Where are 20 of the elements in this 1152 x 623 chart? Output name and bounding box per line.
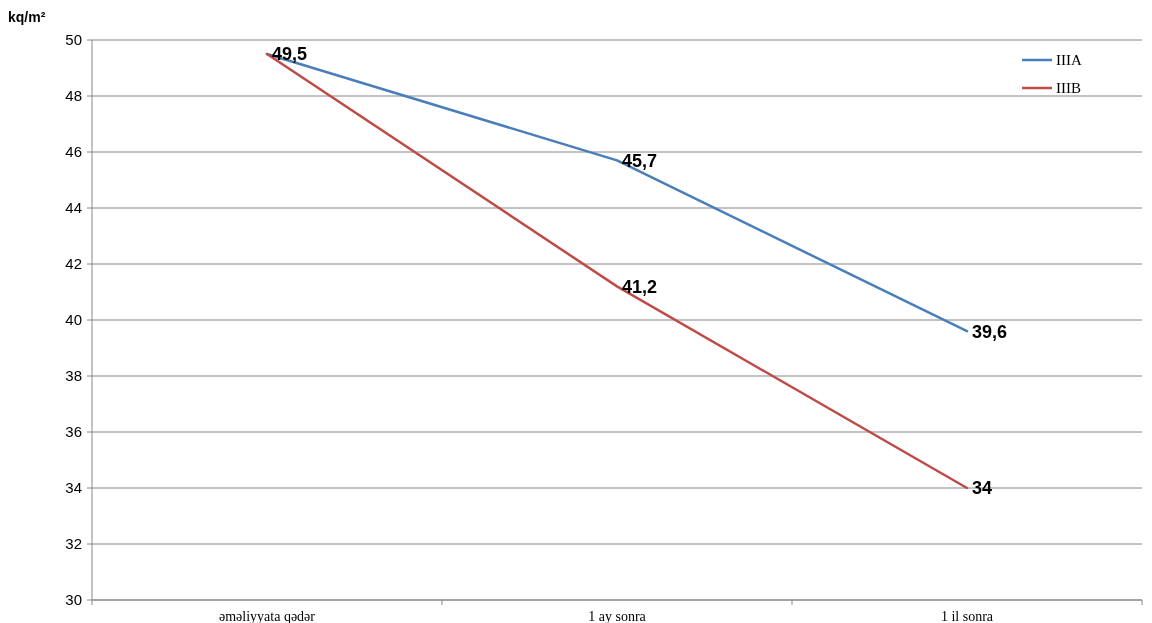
y-tick-label: 32: [65, 535, 82, 553]
y-tick-label: 40: [65, 311, 82, 329]
data-label: 45,7: [622, 150, 658, 171]
y-tick-label: 34: [65, 479, 82, 497]
y-tick-label: 36: [65, 423, 82, 441]
data-label: 34: [972, 478, 993, 499]
data-label: 49,5: [272, 44, 308, 65]
y-tick-label: 44: [65, 199, 82, 217]
y-tick-label: 38: [65, 367, 82, 385]
y-tick-label: 42: [65, 255, 82, 273]
x-tick-label: 1 il sonra: [940, 609, 994, 623]
y-tick-label: 30: [65, 591, 82, 609]
y-tick-label: 50: [65, 31, 82, 49]
legend-label: IIIA: [1056, 52, 1082, 69]
y-tick-label: 48: [65, 87, 82, 105]
legend-label: IIIB: [1056, 80, 1081, 97]
y-axis-title: kq/m²: [8, 9, 46, 25]
y-tick-label: 46: [65, 143, 82, 161]
data-label: 39,6: [972, 321, 1008, 342]
data-label: 41,2: [622, 276, 658, 297]
